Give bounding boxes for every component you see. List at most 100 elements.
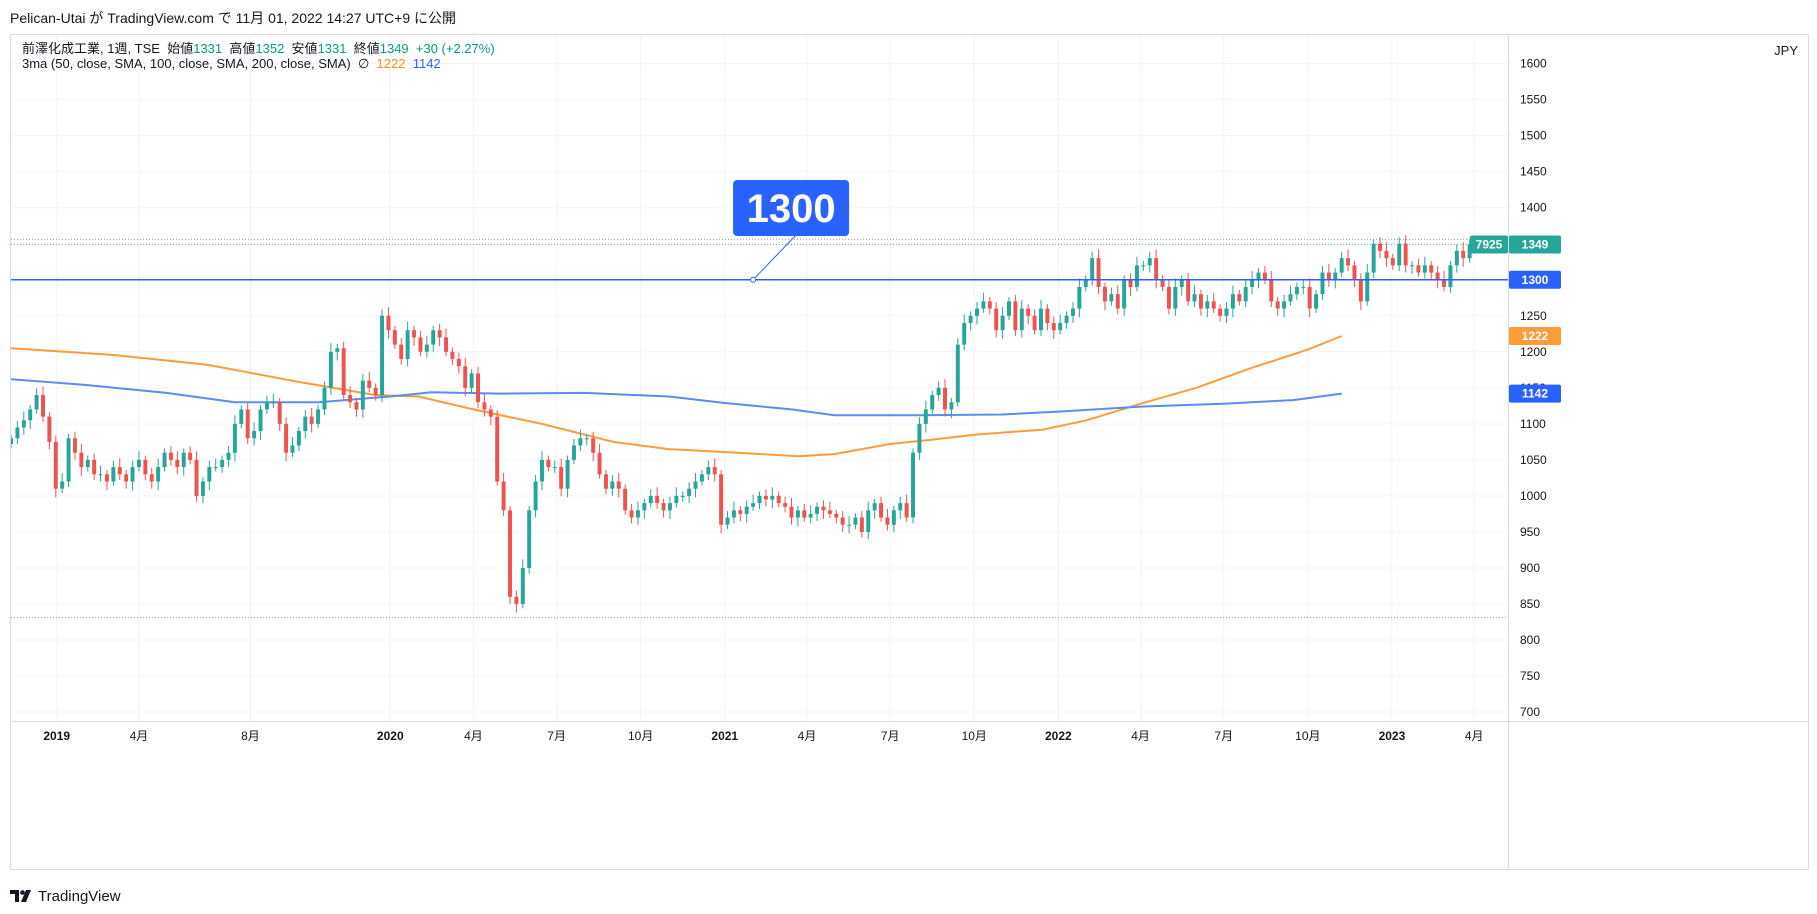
candle-body [1032,315,1037,331]
candle-body [987,301,992,309]
candle-body [1115,294,1120,309]
candle-body [712,467,717,475]
candle-body [1326,272,1331,280]
candle-body [776,495,781,504]
low-value: 1331 [317,41,347,56]
candle-body [60,481,65,489]
candle-body [1237,294,1242,302]
callout-pointer [752,235,796,281]
candle-body [111,467,116,482]
candle-body [47,416,52,442]
chart-svg[interactable]: 7007508008509009501000105011001150120012… [11,35,1808,869]
candle-body [412,330,417,338]
x-tick-label: 4月 [1465,729,1484,743]
candle-body [98,474,103,476]
candle-body [200,481,205,496]
candle-body [1026,308,1031,316]
callout-box [733,180,850,236]
candle-body [540,459,544,482]
candle-body [1141,265,1146,267]
candle-body [578,438,583,446]
candle-body [296,431,301,446]
candle-body [424,344,429,352]
candle-body [405,330,410,360]
candle-body [226,452,231,460]
price-axis-label-bg [1509,235,1561,254]
candle-body [1320,272,1325,295]
x-tick-label: 4月 [130,729,149,743]
candle-body [392,330,397,345]
candle-body [1429,265,1434,273]
candle-body [584,438,589,440]
candle-body [1058,322,1063,331]
candle-body [1070,308,1075,316]
indicator-name: 3ma (50, close, SMA, 100, close, SMA, 20… [22,56,351,71]
candle-body [763,495,768,500]
candle-body [1211,301,1216,309]
candle-body [194,459,199,496]
candle-body [731,510,736,518]
x-tick-label: 4月 [1131,729,1150,743]
candle-body [156,467,161,482]
candle-body [162,452,167,468]
candle-body [1256,272,1261,280]
candle-body [533,481,538,511]
high-label: 高値 [229,41,256,56]
x-tick-label: 8月 [241,729,260,743]
candle-body [367,380,372,388]
candle-body [284,423,289,453]
candle-body [891,510,896,525]
candle-body [623,488,628,511]
close-label: 終値 [353,41,380,56]
candle-body [1205,301,1210,309]
candle-body [1134,265,1139,287]
candle-body [879,503,884,518]
candle-body [1147,258,1152,266]
candle-body [1422,265,1427,273]
moving-average-line [11,335,1343,458]
candle-body [1051,322,1056,331]
candle-body [437,330,442,338]
candle-body [431,330,436,345]
x-tick-label: 7月 [881,729,900,743]
candle-body [328,351,333,388]
candle-body [79,452,84,468]
candle-body [360,380,365,410]
x-tick-label: 7月 [547,729,566,743]
candle-body [354,402,359,410]
candle-body [994,308,999,331]
candle-body [904,503,909,518]
candle-body [885,517,890,525]
candle-body [1282,301,1287,309]
currency-label: JPY [1774,43,1798,58]
candle-body [802,510,807,518]
candle-body [386,315,391,331]
candle-body [85,459,90,468]
candle-body [258,409,263,432]
candle-body [418,337,423,352]
chart-area[interactable]: 7007508008509009501000105011001150120012… [10,34,1809,870]
indicator-symbol: ∅ [357,56,370,71]
y-tick-label: 1200 [1520,345,1547,359]
candle-body [866,510,871,532]
open-label: 始値 [167,41,194,56]
price-axis-label: 1222 [1522,329,1549,343]
candle-body [1358,279,1363,302]
candle-body [949,402,954,410]
candle-body [751,503,756,507]
moving-average-line [11,378,1342,417]
candle-body [1410,265,1415,267]
candle-body [1154,258,1159,280]
low-label: 安値 [291,41,318,56]
candle-body [1442,279,1447,287]
tradingview-brand: TradingView [38,887,121,905]
price-axis-label: 1349 [1522,237,1549,251]
y-tick-label: 1500 [1520,129,1547,143]
y-tick-label: 750 [1520,669,1540,683]
candle-body [936,387,941,396]
candle-body [290,445,295,453]
candle-body [348,395,353,403]
candle-body [1128,279,1133,287]
y-tick-label: 1100 [1520,417,1546,431]
x-tick-label: 10月 [1295,729,1320,743]
